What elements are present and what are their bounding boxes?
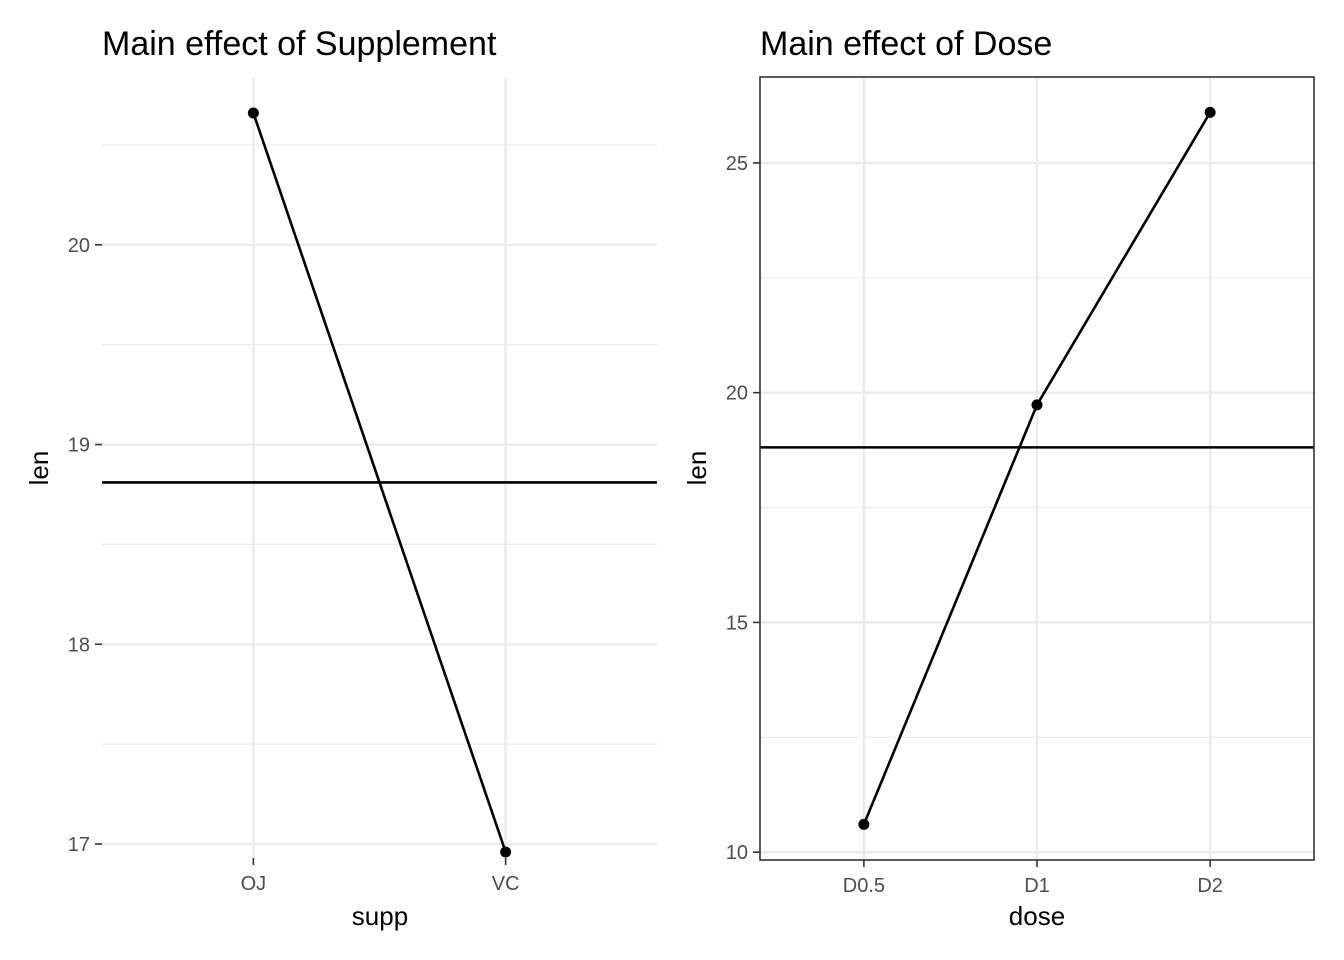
grid (760, 77, 1314, 860)
chart-dose: Main effect of Dose 10 15 20 25 D0.5 D1 D2 dos… (682, 25, 1315, 931)
y-tick-label: 20 (726, 383, 748, 405)
y-tick-label: 10 (726, 842, 748, 864)
axes: 17 18 19 20 OJ VC (68, 235, 520, 895)
y-tick-label: 15 (726, 612, 748, 634)
x-axis-title: dose (1009, 901, 1065, 931)
grid (102, 77, 657, 858)
chart-title: Main effect of Supplement (102, 25, 497, 63)
chart-title: Main effect of Dose (760, 25, 1052, 63)
y-tick-label: 18 (68, 634, 90, 656)
data-point (1031, 399, 1043, 411)
y-tick-label: 19 (68, 435, 90, 457)
chart-supplement: Main effect of Supplement 17 18 19 20 OJ VC s… (24, 25, 657, 931)
data-point (1204, 106, 1216, 118)
y-tick-label: 25 (726, 153, 748, 175)
x-tick-label: VC (492, 873, 520, 895)
y-tick-label: 17 (68, 834, 90, 856)
x-tick-label: D1 (1024, 875, 1050, 897)
x-tick-label: OJ (241, 873, 267, 895)
y-axis-title: len (682, 451, 712, 486)
y-axis-title: len (24, 451, 54, 486)
x-axis-title: supp (352, 901, 408, 931)
data-point (500, 846, 512, 858)
x-tick-label: D0.5 (843, 875, 885, 897)
axes: 10 15 20 25 D0.5 D1 D2 (726, 76, 1315, 897)
x-tick-label: D2 (1197, 875, 1223, 897)
y-tick-label: 20 (68, 235, 90, 257)
marks (760, 106, 1314, 830)
data-point (858, 818, 870, 830)
marks (102, 107, 657, 858)
data-point (247, 107, 259, 119)
